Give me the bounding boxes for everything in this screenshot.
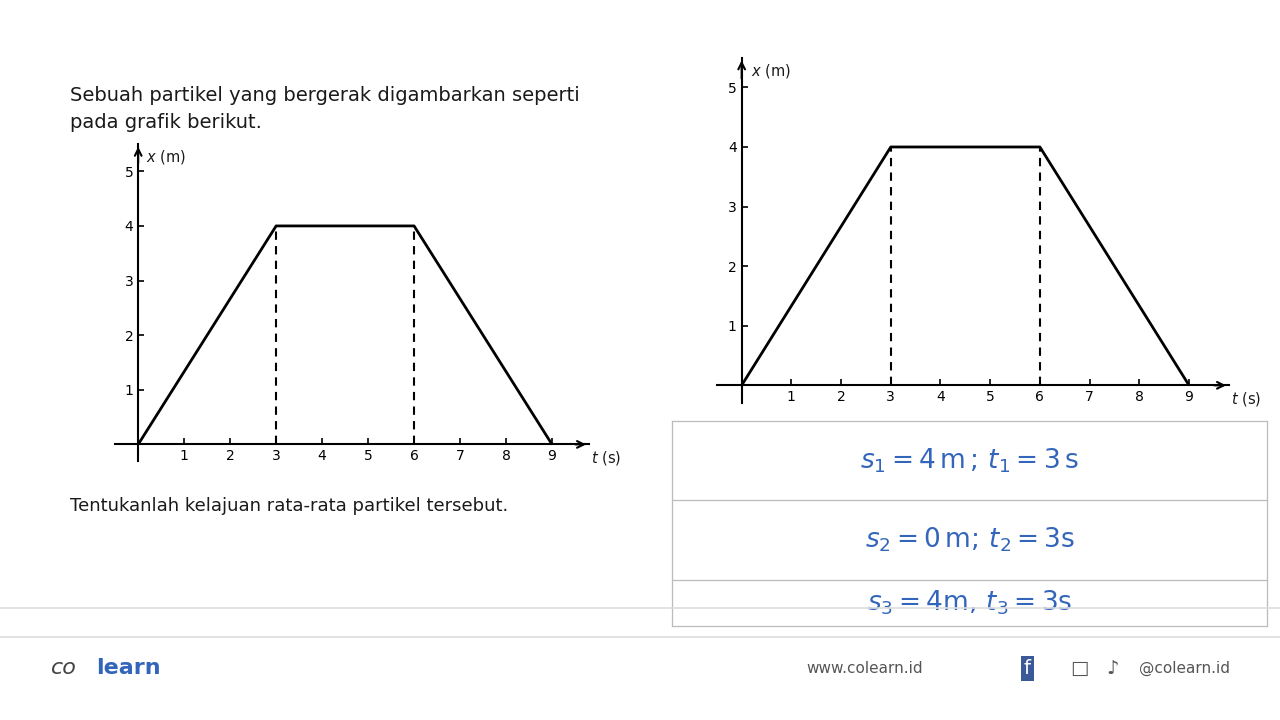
Text: learn: learn — [96, 658, 160, 678]
Text: $t$ (s): $t$ (s) — [591, 449, 621, 467]
Text: www.colearn.id: www.colearn.id — [806, 661, 923, 675]
Text: $t$ (s): $t$ (s) — [1231, 390, 1261, 408]
Text: Sebuah partikel yang bergerak digambarkan seperti
pada grafik berikut.: Sebuah partikel yang bergerak digambarka… — [70, 86, 580, 132]
Text: co: co — [51, 658, 77, 678]
Text: ♪: ♪ — [1106, 659, 1119, 678]
Text: Tentukanlah kelajuan rata-rata partikel tersebut.: Tentukanlah kelajuan rata-rata partikel … — [70, 497, 508, 515]
Text: $x$ (m): $x$ (m) — [146, 148, 187, 166]
Text: $s_1 = 4\,\mathrm{m}\,;\,t_1 = 3\,\mathrm{s}$: $s_1 = 4\,\mathrm{m}\,;\,t_1 = 3\,\mathr… — [860, 446, 1079, 475]
Text: f: f — [1024, 659, 1030, 678]
Text: $s_3 = 4\mathrm{m},\,t_3 = 3\mathrm{s}$: $s_3 = 4\mathrm{m},\,t_3 = 3\mathrm{s}$ — [867, 589, 1073, 617]
Text: □: □ — [1070, 659, 1088, 678]
Text: $s_2 = 0\,\mathrm{m};\,t_2 = 3\mathrm{s}$: $s_2 = 0\,\mathrm{m};\,t_2 = 3\mathrm{s}… — [864, 526, 1075, 554]
Text: @colearn.id: @colearn.id — [1139, 660, 1230, 676]
Text: $x$ (m): $x$ (m) — [750, 63, 791, 81]
